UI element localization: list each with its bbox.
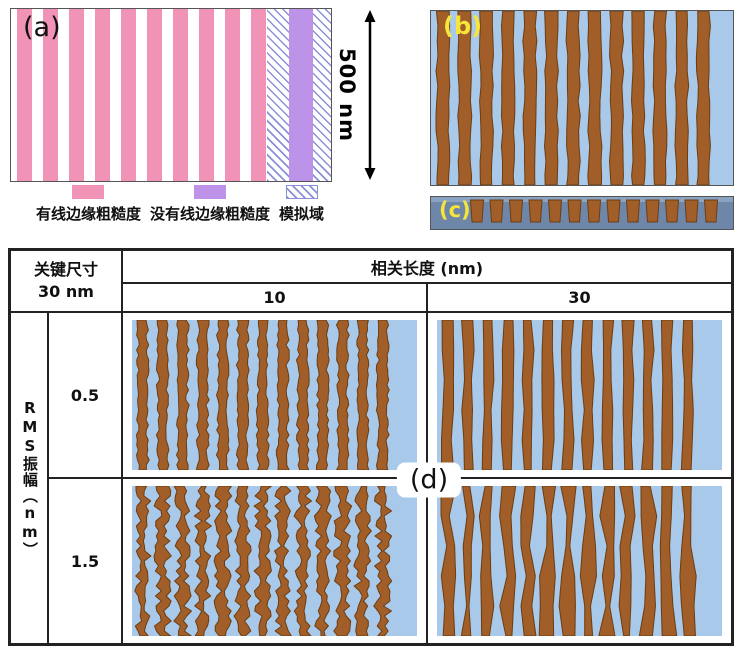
col-header-10: 10 [122, 283, 427, 312]
legend-item-with-ler: 有线边缘粗糙度 [36, 185, 141, 224]
legend-label: 有线边缘粗糙度 [35, 205, 141, 223]
col-header-30: 30 [427, 283, 732, 312]
panel-c: (c) [430, 196, 734, 230]
pink-stripe-pattern [11, 9, 269, 181]
image-cell-rms05-cl30 [427, 312, 732, 478]
row-header-1-5: 1.5 [48, 478, 122, 644]
row-group-label: RMS振幅 [20, 398, 39, 488]
legend-item-without-ler: 没有线边缘粗糙度 [150, 185, 270, 224]
panel-b: (b) [430, 10, 734, 186]
row-group-header: RMS振幅（nm） [10, 312, 48, 644]
corner-header: 关键尺寸 30 nm [10, 250, 122, 312]
legend-label: 没有线边缘粗糙度 [149, 205, 270, 223]
ler-image-rms15-cl30 [437, 486, 722, 636]
purple-stripe [289, 9, 313, 181]
corner-header-line2: 30 nm [38, 282, 94, 301]
cross-section-image-c [431, 197, 733, 229]
panel-d-label: (d) [396, 462, 462, 498]
ler-image-rms05-cl30 [437, 320, 722, 470]
panel-a: (a) [10, 8, 332, 182]
legend-swatch-purple [193, 185, 226, 199]
image-cell-rms15-cl30 [427, 478, 732, 644]
legend-swatch-pink [72, 185, 105, 199]
ler-image-rms15-cl10 [132, 486, 417, 636]
ler-image-rms05-cl10 [132, 320, 417, 470]
image-cell-rms15-cl10 [122, 478, 427, 644]
panel-c-label: (c) [439, 198, 471, 222]
scale-label: 500 nm [335, 48, 359, 142]
row-group-vertical-text: RMS振幅（nm） [20, 398, 39, 558]
legend-label: 模拟域 [279, 205, 325, 223]
legend: 有线边缘粗糙度 没有线边缘粗糙度 模拟域 [2, 185, 358, 224]
rough-lines-image-b [431, 11, 733, 185]
panel-a-label: (a) [23, 12, 61, 43]
panel-b-label: (b) [443, 12, 483, 40]
scale-bar: 500 nm [335, 8, 378, 182]
table-d: 关键尺寸 30 nm 相关长度 (nm) 10 30 RMS振幅（nm） 0.5… [8, 248, 734, 646]
legend-item-simulation-domain: 模拟域 [279, 185, 324, 224]
image-cell-rms05-cl10 [122, 312, 427, 478]
vertical-double-arrow-icon [364, 10, 376, 180]
row-group-unit: （nm） [20, 487, 39, 558]
legend-swatch-hatched [285, 185, 318, 199]
corner-header-line1: 关键尺寸 [33, 260, 98, 280]
row-header-0-5: 0.5 [48, 312, 122, 478]
col-group-header: 相关长度 (nm) [122, 250, 732, 283]
